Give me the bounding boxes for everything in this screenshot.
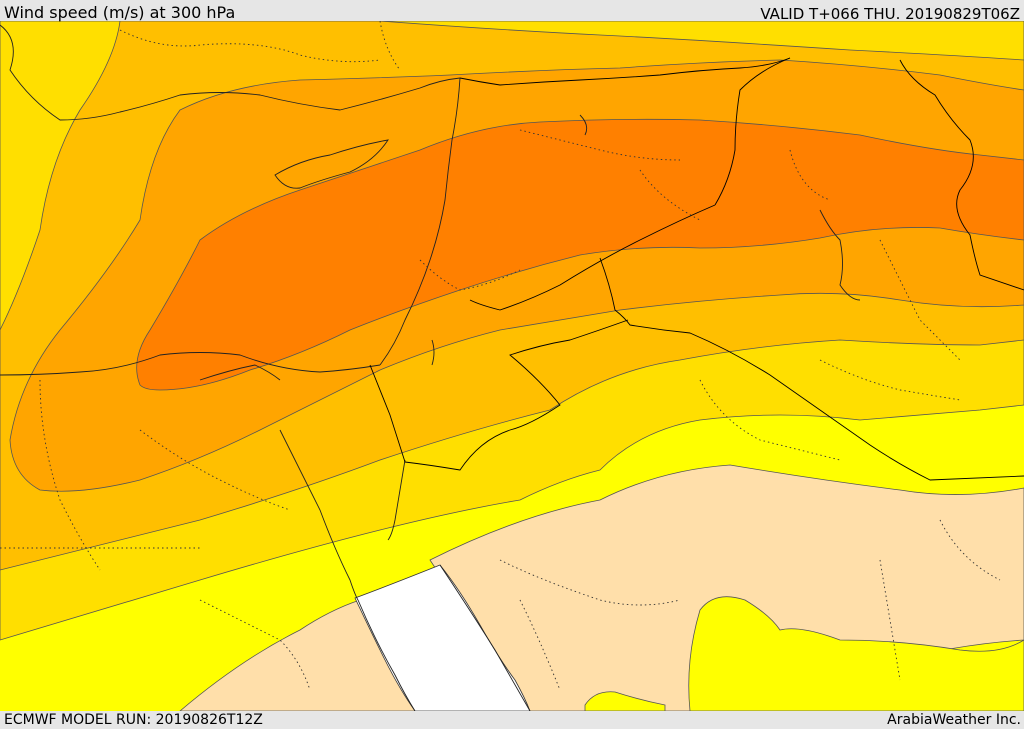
boundary-saudi-east — [819, 359, 961, 401]
coastline-nile-delta — [199, 364, 281, 381]
border-syria-jordan-iraq — [469, 204, 716, 311]
boundary-arabia-west — [519, 599, 561, 691]
coastline-red-sea-east — [439, 564, 531, 711]
coastline-north-africa — [0, 352, 381, 376]
band-lowest-egypt — [179, 599, 421, 711]
border-iran-iraq — [714, 57, 791, 206]
credit: ArabiaWeather Inc. — [887, 712, 1021, 728]
border-turkey-syria-iraq — [459, 57, 791, 86]
band-low-small-patch — [584, 691, 666, 711]
border-iraq-saudi — [404, 319, 629, 471]
map-title: Wind speed (m/s) at 300 hPa — [4, 3, 236, 22]
boundary-arabia-east — [879, 559, 901, 681]
map-canvas — [0, 21, 1024, 711]
coastline-caspian — [579, 114, 588, 136]
border-jordan-saudi — [599, 257, 1024, 481]
border-iran-east — [899, 59, 1024, 291]
coastline-cyprus — [274, 139, 389, 189]
coastline-gulf-suez — [279, 429, 359, 601]
boundary-iran-south — [879, 239, 961, 361]
boundary-arabia-south — [499, 559, 681, 606]
coastline-dead-sea — [431, 339, 435, 366]
red-sea — [354, 564, 531, 711]
boundary-arabia-far-east — [939, 519, 1001, 581]
boundary-iraq-south — [639, 169, 701, 221]
boundary-anatolia-2 — [379, 21, 401, 71]
internal-boundaries — [0, 21, 1001, 691]
wind-speed-map — [0, 21, 1024, 711]
boundary-sudan-1 — [199, 599, 311, 691]
coastline-red-sea-west — [357, 599, 416, 711]
coastline-sinai-east — [387, 459, 406, 541]
band-highest — [136, 118, 1024, 391]
coastline-mediterranean-north — [0, 24, 461, 121]
boundary-egypt-3 — [139, 429, 291, 511]
coastlines — [0, 24, 861, 711]
coastline-persian-gulf — [819, 209, 861, 301]
map-footer: ECMWF MODEL RUN: 20190826T12Z ArabiaWeat… — [0, 711, 1024, 729]
boundary-iraq — [519, 129, 681, 161]
map-header: Wind speed (m/s) at 300 hPa VALID T+066 … — [0, 0, 1024, 23]
band-low-arabia-patch — [688, 596, 1024, 711]
valid-time: VALID T+066 THU. 20190829T06Z — [760, 5, 1020, 23]
model-run: ECMWF MODEL RUN: 20190826T12Z — [4, 712, 263, 728]
boundary-levant — [419, 259, 521, 291]
boundary-saudi-mid — [699, 379, 841, 461]
national-borders — [369, 57, 1024, 481]
coastline-levant — [379, 77, 461, 366]
border-egypt-israel — [369, 364, 406, 463]
